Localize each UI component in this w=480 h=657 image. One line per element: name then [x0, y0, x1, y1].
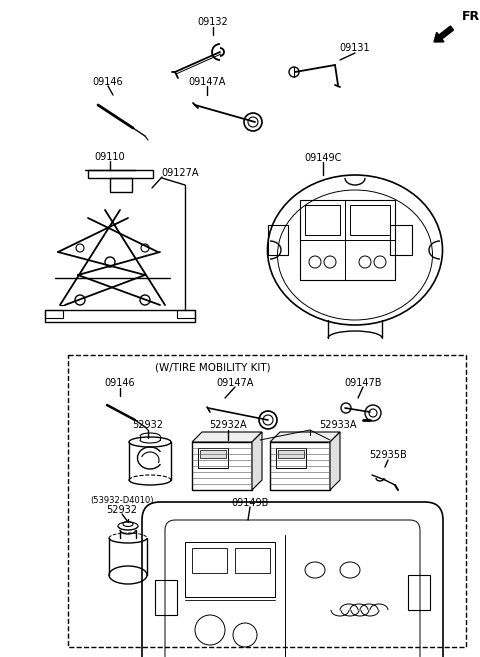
Bar [305, 205, 340, 235]
Bar [350, 205, 390, 235]
Bar [200, 450, 226, 458]
Bar [110, 178, 132, 192]
Text: 09146: 09146 [105, 378, 135, 388]
Text: 09146: 09146 [93, 77, 123, 87]
Text: 52933A: 52933A [319, 420, 357, 430]
Bar [68, 355, 466, 647]
Bar [235, 548, 270, 573]
Bar [45, 310, 195, 322]
Bar [155, 580, 177, 615]
Text: 09110: 09110 [95, 152, 125, 162]
Text: 09147A: 09147A [216, 378, 254, 388]
Bar [300, 200, 395, 280]
Text: 52932A: 52932A [209, 420, 247, 430]
FancyArrow shape [434, 26, 454, 42]
Bar [390, 225, 412, 255]
Text: (53932-D4010): (53932-D4010) [90, 495, 154, 505]
Text: 09127A: 09127A [161, 168, 199, 178]
Bar [276, 448, 306, 468]
Text: FR.: FR. [462, 9, 480, 22]
Text: 09131: 09131 [340, 43, 370, 53]
Text: 09149B: 09149B [231, 498, 269, 508]
Polygon shape [270, 432, 340, 442]
Text: 09147B: 09147B [344, 378, 382, 388]
Bar [88, 170, 153, 178]
Bar [278, 450, 304, 458]
Text: 52935B: 52935B [369, 450, 407, 460]
Bar [192, 442, 252, 490]
Polygon shape [252, 432, 262, 490]
Polygon shape [330, 432, 340, 490]
Bar [192, 548, 227, 573]
Bar [45, 310, 63, 318]
Bar [268, 225, 288, 255]
Bar [198, 448, 228, 468]
Text: 09147A: 09147A [188, 77, 226, 87]
Bar [270, 442, 330, 490]
Text: 52932: 52932 [132, 420, 164, 430]
Text: (W/TIRE MOBILITY KIT): (W/TIRE MOBILITY KIT) [155, 363, 271, 373]
Bar [185, 542, 275, 597]
Bar [408, 575, 430, 610]
Bar [177, 310, 195, 318]
Text: 52932: 52932 [107, 505, 137, 515]
Polygon shape [192, 432, 262, 442]
Text: 09149C: 09149C [304, 153, 342, 163]
Text: 09132: 09132 [198, 17, 228, 27]
